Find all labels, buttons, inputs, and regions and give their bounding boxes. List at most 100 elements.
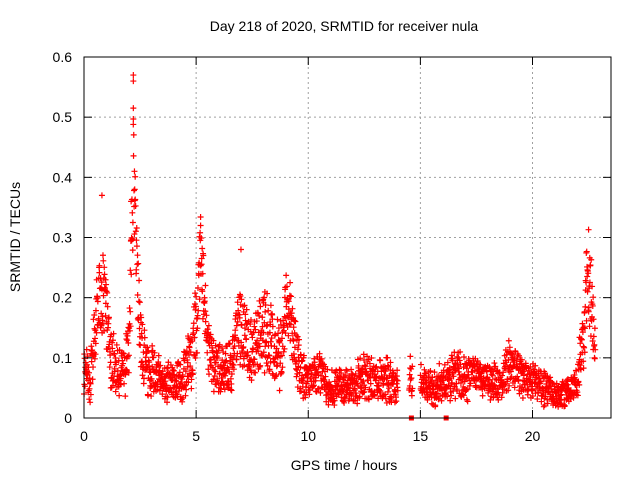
data-point xyxy=(444,393,451,400)
data-point xyxy=(128,271,135,278)
x-tick-label: 10 xyxy=(300,428,316,444)
data-point xyxy=(236,314,243,321)
data-point xyxy=(172,377,179,384)
data-point xyxy=(273,345,280,352)
data-point xyxy=(155,358,162,365)
data-point xyxy=(290,337,297,344)
data-point xyxy=(428,400,435,407)
data-point xyxy=(207,331,214,338)
data-point xyxy=(587,262,594,269)
data-point xyxy=(129,236,136,243)
data-point xyxy=(212,342,219,349)
data-point xyxy=(391,399,398,406)
data-point xyxy=(360,351,367,358)
data-point xyxy=(275,350,282,357)
data-point xyxy=(318,372,325,379)
data-point xyxy=(377,357,384,364)
data-point xyxy=(257,303,264,310)
data-point xyxy=(129,209,136,216)
data-point xyxy=(189,338,196,345)
data-point xyxy=(292,318,299,325)
data-point xyxy=(289,305,296,312)
data-point xyxy=(511,384,518,391)
data-point xyxy=(206,371,213,378)
data-point xyxy=(274,316,281,323)
data-point xyxy=(314,368,321,375)
data-point xyxy=(343,366,350,373)
data-point xyxy=(218,385,225,392)
data-point xyxy=(251,356,258,363)
data-point xyxy=(194,285,201,292)
data-point xyxy=(351,386,358,393)
data-point xyxy=(194,349,201,356)
data-point xyxy=(585,270,592,277)
data-point xyxy=(579,329,586,336)
data-point xyxy=(361,388,368,395)
data-point xyxy=(134,315,141,322)
data-point xyxy=(352,370,359,377)
data-point xyxy=(234,299,241,306)
data-point xyxy=(573,367,580,374)
data-point xyxy=(90,364,97,371)
data-point xyxy=(202,308,209,315)
data-point xyxy=(384,388,391,395)
data-point xyxy=(447,397,454,404)
data-point xyxy=(580,324,587,331)
data-point xyxy=(125,369,132,376)
data-point xyxy=(186,344,193,351)
data-point xyxy=(544,400,551,407)
data-point xyxy=(121,380,128,387)
data-point xyxy=(235,342,242,349)
data-point xyxy=(204,349,211,356)
data-point xyxy=(360,389,367,396)
data-point xyxy=(157,362,164,369)
y-axis-label: SRMTID / TECUs xyxy=(7,182,23,292)
data-point xyxy=(283,283,290,290)
data-point xyxy=(584,273,591,280)
data-point xyxy=(272,373,279,380)
data-point xyxy=(407,353,414,360)
data-point xyxy=(296,369,303,376)
data-point xyxy=(578,336,585,343)
data-point xyxy=(367,380,374,387)
data-point xyxy=(272,331,279,338)
data-point xyxy=(302,394,309,401)
data-point xyxy=(288,293,295,300)
data-point xyxy=(300,375,307,382)
data-point xyxy=(197,222,204,229)
data-point xyxy=(429,374,436,381)
data-point xyxy=(590,333,597,340)
data-point xyxy=(128,198,135,205)
y-tick-label: 0.3 xyxy=(53,230,73,246)
data-point xyxy=(331,397,338,404)
data-point xyxy=(582,303,589,310)
data-point xyxy=(243,306,250,313)
data-point xyxy=(129,219,136,226)
data-point xyxy=(259,337,266,344)
data-point xyxy=(187,349,194,356)
data-point xyxy=(529,393,536,400)
data-point xyxy=(580,343,587,350)
data-point xyxy=(463,365,470,372)
data-point xyxy=(187,363,194,370)
data-point xyxy=(130,152,137,159)
data-point xyxy=(244,352,251,359)
data-point xyxy=(547,374,554,381)
data-point xyxy=(553,380,560,387)
data-point xyxy=(276,387,283,394)
data-point xyxy=(130,78,137,85)
data-point xyxy=(307,375,314,382)
data-point xyxy=(348,366,355,373)
data-point xyxy=(317,389,324,396)
data-point xyxy=(92,351,99,358)
data-point xyxy=(93,329,100,336)
data-point xyxy=(265,307,272,314)
data-point xyxy=(91,312,98,319)
data-point xyxy=(384,362,391,369)
data-point xyxy=(305,370,312,377)
data-point xyxy=(350,372,356,379)
data-point xyxy=(427,367,434,374)
data-point xyxy=(509,354,516,361)
data-point xyxy=(284,324,291,331)
